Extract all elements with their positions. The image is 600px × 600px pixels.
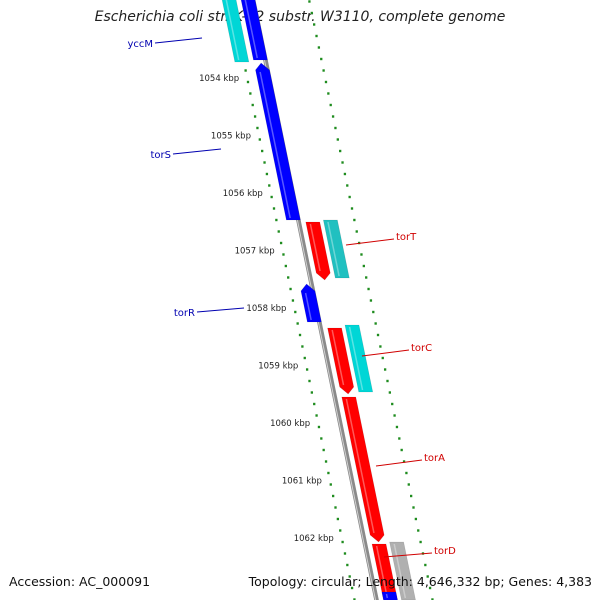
cds-torC-shine — [331, 329, 345, 386]
gene-yccM-shine — [225, 0, 240, 61]
label-leader-torR — [196, 307, 245, 313]
tick-label: 1054 kbp — [199, 74, 239, 84]
label-leader-torT — [345, 238, 395, 246]
tick-label: 1055 kbp — [211, 132, 251, 142]
label-layer: yccM torS torR torT torC torA torD — [127, 37, 456, 558]
cds-bottom-edge-shine — [385, 593, 389, 599]
tick-label: 1062 kbp — [294, 534, 334, 544]
gene-torD-shine — [393, 543, 407, 599]
cds-torD — [371, 543, 398, 600]
gene-torC — [344, 324, 374, 393]
gene-torD — [389, 541, 416, 600]
label-leader-yccM — [154, 37, 203, 44]
cds-torA-shine — [345, 398, 375, 534]
cds-torS — [255, 62, 301, 221]
cds-yccM-shine — [244, 0, 258, 59]
gene-label-torR: torR — [174, 308, 195, 319]
gene-yccM — [221, 0, 250, 63]
map-title: Escherichia coli str. K-12 substr. W3110… — [94, 9, 506, 25]
cds-torT — [305, 221, 331, 281]
topology-text: Topology: circular; Length: 4,646,332 bp… — [248, 574, 592, 589]
gene-torT — [323, 219, 350, 279]
cds-torC — [327, 327, 355, 395]
gene-label-torD: torD — [434, 546, 456, 557]
gene-label-torC: torC — [411, 343, 432, 354]
cds-torT-shine — [309, 223, 321, 272]
cds-yccM — [240, 0, 268, 61]
label-leader-torS — [172, 148, 222, 155]
accession-text: Accession: AC_000091 — [9, 574, 151, 589]
cds-torR-shine — [304, 292, 312, 321]
gene-label-torS: torS — [151, 150, 172, 161]
tick-label: 1059 kbp — [258, 362, 298, 372]
tick-label: 1060 kbp — [270, 419, 310, 429]
label-leader-torC — [361, 349, 410, 357]
feature-layer — [221, 0, 416, 600]
label-leader-torA — [375, 459, 423, 467]
gene-torC-shine — [348, 326, 364, 391]
tick-label: 1056 kbp — [223, 189, 263, 199]
cds-torD-shine — [375, 545, 389, 599]
gene-label-yccM: yccM — [127, 39, 153, 50]
label-leader-torD — [383, 552, 433, 558]
cds-torS-shine — [259, 71, 291, 219]
gene-label-torA: torA — [424, 453, 445, 464]
tick-label: 1061 kbp — [282, 477, 322, 487]
cds-torR — [300, 283, 322, 323]
tick-label: 1057 kbp — [235, 247, 275, 257]
gene-torT-shine — [327, 221, 340, 277]
cds-bottom-edge — [381, 591, 398, 600]
cds-torA — [341, 396, 385, 543]
gene-label-torT: torT — [396, 232, 417, 243]
tick-label: 1058 kbp — [246, 304, 286, 314]
